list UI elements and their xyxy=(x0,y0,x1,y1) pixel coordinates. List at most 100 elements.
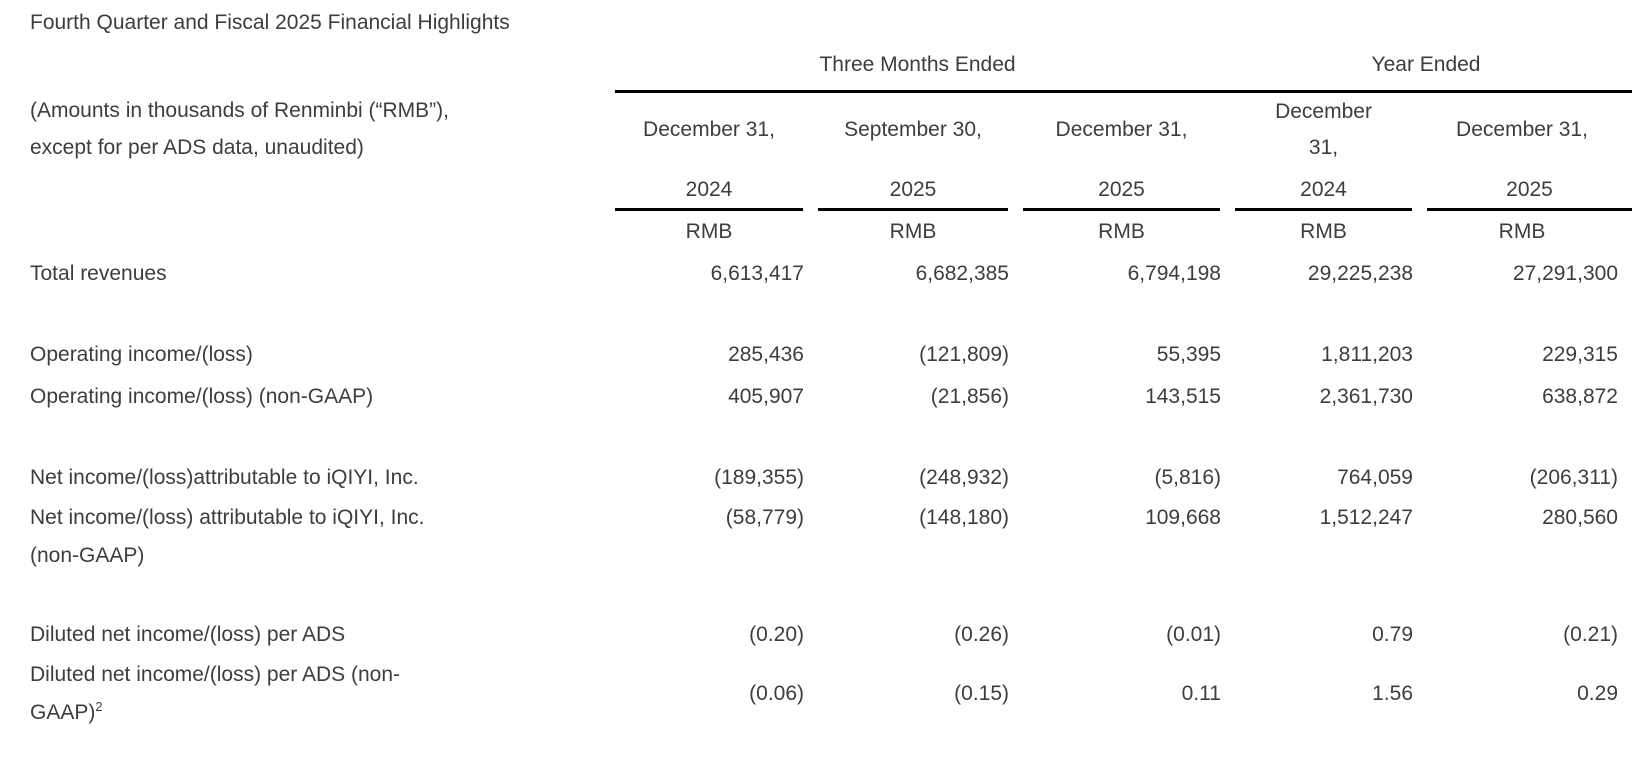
column-year-label: 2024 xyxy=(685,178,733,201)
value-cell: (0.06) xyxy=(749,682,804,705)
column-unit-label: RMB xyxy=(889,220,937,243)
column-date-header: December 31, xyxy=(1023,91,1235,167)
table-row: Net income/(loss) attributable to iQIYI,… xyxy=(30,499,1632,575)
value-cell: (21,856) xyxy=(930,385,1009,408)
value-cell: 764,059 xyxy=(1337,466,1413,489)
column-unit-label: RMB xyxy=(685,220,733,243)
value-cell: 1,512,247 xyxy=(1319,506,1413,529)
value-cell: (0.01) xyxy=(1166,623,1221,646)
value-cell: 6,682,385 xyxy=(915,262,1009,285)
group-header-year-ended: Year Ended xyxy=(1235,52,1632,93)
value-cell: 405,907 xyxy=(728,385,804,408)
value-cell: 6,794,198 xyxy=(1127,262,1221,285)
column-unit-label: RMB xyxy=(1300,220,1347,243)
date-header-row: (Amounts in thousands of Renminbi (“RMB”… xyxy=(30,91,1632,167)
row-label-cell: Net income/(loss) attributable to iQIYI,… xyxy=(30,499,615,575)
column-underline: 2025 xyxy=(1023,177,1220,211)
value-cell: 0.11 xyxy=(1181,682,1221,705)
value-cell: (58,779) xyxy=(725,506,804,529)
spacer-row xyxy=(30,575,1632,614)
row-label: Net income/(loss) attributable to iQIYI,… xyxy=(30,506,425,567)
value-cell: (206,311) xyxy=(1529,466,1618,489)
value-cell: 0.29 xyxy=(1577,682,1618,705)
value-cell: 229,315 xyxy=(1542,343,1618,366)
row-label-cell: Diluted net income/(loss) per ADS xyxy=(30,614,615,656)
value-cell: (0.21) xyxy=(1563,623,1618,646)
column-underline: 2024 xyxy=(615,177,803,211)
column-underline: 2024 xyxy=(1235,177,1412,211)
table-row: Net income/(loss)attributable to iQIYI, … xyxy=(30,457,1632,499)
spacer-cell xyxy=(30,295,1632,334)
value-cell: 638,872 xyxy=(1542,385,1618,408)
value-cell: 0.79 xyxy=(1372,623,1413,646)
year-header-row: 2024 2025 2025 2024 2025 xyxy=(30,167,1632,211)
empty-cell xyxy=(30,167,615,211)
value-cell: 1.56 xyxy=(1372,682,1413,705)
column-year-label: 2025 xyxy=(1098,178,1145,201)
value-cell: 285,436 xyxy=(728,343,804,366)
row-label-cell: Diluted net income/(loss) per ADS (non-G… xyxy=(30,656,615,732)
column-date-label: September 30, xyxy=(844,117,982,141)
spacer-cell xyxy=(30,575,1632,614)
row-label-cell: Total revenues xyxy=(30,253,615,295)
value-cell: (121,809) xyxy=(919,343,1009,366)
column-year-label: 2025 xyxy=(1506,178,1553,201)
value-cell: 29,225,238 xyxy=(1307,262,1413,285)
value-cell: 109,668 xyxy=(1145,506,1221,529)
column-year-header: 2024 xyxy=(1235,167,1427,211)
column-date-header: December 31, xyxy=(1235,91,1427,167)
spacer-row xyxy=(30,418,1632,457)
column-underline: 2025 xyxy=(1427,177,1632,211)
financial-highlights-page: Fourth Quarter and Fiscal 2025 Financial… xyxy=(30,11,1632,732)
column-year-header: 2024 xyxy=(615,167,818,211)
value-cell: (148,180) xyxy=(919,506,1009,529)
row-label: Operating income/(loss) xyxy=(30,343,253,366)
row-label: Diluted net income/(loss) per ADS xyxy=(30,623,346,646)
column-year-header: 2025 xyxy=(818,167,1023,211)
value-cell: 55,395 xyxy=(1156,343,1221,366)
unit-header-row: RMB RMB RMB RMB RMB xyxy=(30,211,1632,253)
column-date-label: December 31, xyxy=(1055,117,1188,141)
column-date-label: December 31, xyxy=(1275,99,1372,159)
financial-highlights-table: Three Months Ended Year Ended (Amounts i… xyxy=(30,52,1632,732)
value-cell: 6,613,417 xyxy=(710,262,804,285)
group-header-three-months: Three Months Ended xyxy=(615,52,1235,93)
row-label: Operating income/(loss) (non-GAAP) xyxy=(30,385,374,408)
value-cell: (0.20) xyxy=(749,623,804,646)
table-row: Operating income/(loss) (non-GAAP) 405,90… xyxy=(30,376,1632,418)
value-cell: 143,515 xyxy=(1145,385,1221,408)
group-header-row: Three Months Ended Year Ended xyxy=(30,52,1632,93)
column-unit-label: RMB xyxy=(1498,220,1546,243)
table-note: (Amounts in thousands of Renminbi (“RMB”… xyxy=(30,99,449,159)
table-row: Diluted net income/(loss) per ADS (0.20) (… xyxy=(30,614,1632,656)
row-label: Diluted net income/(loss) per ADS (non-G… xyxy=(30,663,400,724)
value-cell: (0.15) xyxy=(954,682,1009,705)
row-label-cell: Net income/(loss)attributable to iQIYI, … xyxy=(30,457,615,499)
value-cell: 2,361,730 xyxy=(1319,385,1413,408)
value-cell: 280,560 xyxy=(1542,506,1618,529)
column-date-header: December 31, xyxy=(615,91,818,167)
table-row: Total revenues 6,613,417 6,682,385 6,794,19… xyxy=(30,253,1632,295)
column-date-label: December 31, xyxy=(1456,117,1588,141)
page-title: Fourth Quarter and Fiscal 2025 Financial… xyxy=(30,11,510,34)
column-date-label: December 31, xyxy=(643,117,775,141)
value-cell: 27,291,300 xyxy=(1512,262,1618,285)
value-cell: 1,811,203 xyxy=(1321,343,1413,366)
row-label-cell: Operating income/(loss) (non-GAAP) xyxy=(30,376,615,418)
value-cell: (0.26) xyxy=(954,623,1009,646)
table-row: Diluted net income/(loss) per ADS (non-G… xyxy=(30,656,1632,732)
value-cell: (248,932) xyxy=(919,466,1009,489)
column-year-header: 2025 xyxy=(1023,167,1235,211)
spacer-row xyxy=(30,295,1632,334)
table-row: Operating income/(loss) 285,436 (121,809) 5… xyxy=(30,334,1632,376)
empty-corner-cell xyxy=(30,52,615,91)
value-cell: (5,816) xyxy=(1154,466,1221,489)
row-label: Net income/(loss)attributable to iQIYI, … xyxy=(30,466,419,489)
row-label-cell: Operating income/(loss) xyxy=(30,334,615,376)
value-cell: (189,355) xyxy=(714,466,804,489)
row-label: Total revenues xyxy=(30,262,167,285)
empty-cell xyxy=(30,211,615,253)
column-year-label: 2025 xyxy=(889,178,937,201)
column-date-header: December 31, xyxy=(1427,91,1632,167)
column-underline: 2025 xyxy=(818,177,1008,211)
